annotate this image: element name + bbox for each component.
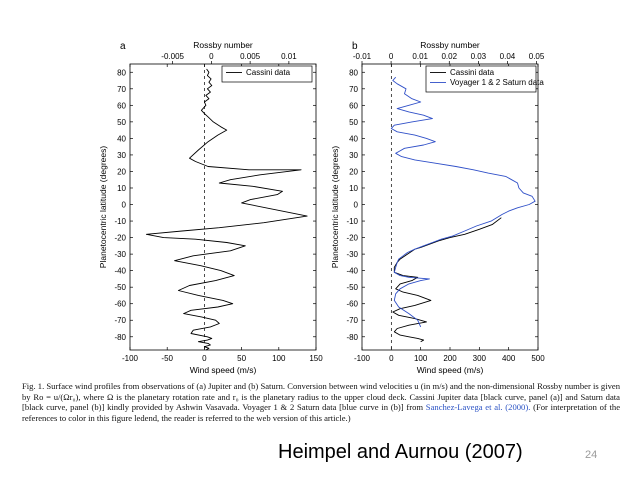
y-tick-label: -10: [346, 217, 358, 226]
top-axis-label: Rossby number: [193, 40, 253, 50]
y-tick-label: 40: [349, 134, 358, 143]
top-axis-label: Rossby number: [420, 40, 480, 50]
y-tick-label: -20: [346, 234, 358, 243]
x-tick-label: 100: [414, 354, 428, 363]
y-tick-label: -70: [346, 316, 358, 325]
y-tick-label: 70: [117, 85, 126, 94]
caption-main: Fig. 1. Surface wind profiles from obser…: [22, 381, 620, 413]
y-tick-label: 0: [122, 201, 127, 210]
citation-credit: Heimpel and Aurnou (2007): [278, 441, 523, 463]
series-line-1: [392, 217, 502, 343]
top-tick-label: 0.005: [240, 52, 261, 61]
y-tick-label: 0: [354, 201, 359, 210]
y-tick-label: 50: [117, 118, 126, 127]
y-tick-label: 40: [117, 134, 126, 143]
caption-reference-link[interactable]: Sanchez-Lavega et al. (2000).: [425, 402, 531, 413]
y-tick-label: -20: [114, 234, 126, 243]
top-tick-label: -0.01: [353, 52, 372, 61]
top-tick-label: 0.01: [281, 52, 297, 61]
y-tick-label: 20: [349, 167, 358, 176]
x-tick-label: 0: [389, 354, 394, 363]
y-tick-label: -80: [346, 333, 358, 342]
legend-entry: Voyager 1 & 2 Saturn data: [450, 78, 544, 87]
y-tick-label: -40: [346, 267, 358, 276]
x-tick-label: -100: [122, 354, 139, 363]
y-tick-label: 30: [349, 151, 358, 160]
y-tick-label: -40: [114, 267, 126, 276]
y-tick-label: 60: [117, 101, 126, 110]
y-axis-label: Planetocentric latitude (degrees): [330, 146, 340, 269]
x-axis-label: Wind speed (m/s): [190, 365, 257, 375]
y-tick-label: 80: [349, 68, 358, 77]
y-tick-label: 20: [117, 167, 126, 176]
top-tick-label: 0: [209, 52, 214, 61]
panel-label: a: [120, 41, 126, 52]
x-tick-label: 50: [237, 354, 246, 363]
legend: Cassini data: [221, 65, 313, 83]
plot-frame: [129, 63, 317, 351]
y-tick-label: -50: [114, 283, 126, 292]
y-axis-label: Planetocentric latitude (degrees): [98, 146, 108, 269]
x-tick-label: -50: [161, 354, 173, 363]
series-line-1: [145, 68, 308, 351]
x-tick-label: 150: [309, 354, 323, 363]
slide-number: 24: [585, 449, 598, 461]
y-tick-label: -30: [114, 250, 126, 259]
top-tick-label: -0.005: [161, 52, 184, 61]
series-line-2: [390, 76, 536, 328]
panel-label: b: [352, 41, 358, 52]
x-tick-label: 500: [531, 354, 545, 363]
y-tick-label: 80: [117, 68, 126, 77]
top-tick-label: 0.02: [441, 52, 457, 61]
legend-entry: Cassini data: [450, 68, 495, 77]
y-tick-label: -60: [114, 300, 126, 309]
top-tick-label: 0.03: [471, 52, 487, 61]
y-tick-label: 10: [349, 184, 358, 193]
chart-panel-b: -100 0 100 200 300 400 500-0.01 0 0.01 0.02 0.03 0.…: [330, 40, 545, 375]
legend-box: [425, 65, 537, 93]
x-tick-label: 100: [272, 354, 286, 363]
top-tick-label: 0.04: [500, 52, 516, 61]
figure-caption: Fig. 1. Surface wind profiles from obser…: [22, 381, 620, 423]
y-tick-label: 30: [117, 151, 126, 160]
figure: -100 -50 0 50 100 150-0.005 0 0.005 0.01-80-70-6…: [98, 40, 545, 375]
x-tick-label: 0: [202, 354, 207, 363]
x-tick-label: 300: [473, 354, 487, 363]
legend-entry: Cassini data: [246, 68, 291, 77]
x-tick-label: -100: [354, 354, 371, 363]
chart-panel-a: -100 -50 0 50 100 150-0.005 0 0.005 0.01-80-70-6…: [98, 40, 323, 375]
plot-frame: [361, 63, 539, 351]
y-tick-label: 50: [349, 118, 358, 127]
y-tick-label: -30: [346, 250, 358, 259]
x-tick-label: 200: [443, 354, 457, 363]
top-tick-label: 0.01: [412, 52, 428, 61]
top-tick-label: 0: [389, 52, 394, 61]
y-tick-label: -50: [346, 283, 358, 292]
y-tick-label: -70: [114, 316, 126, 325]
y-tick-label: 60: [349, 101, 358, 110]
y-tick-label: 10: [117, 184, 126, 193]
x-axis-label: Wind speed (m/s): [417, 365, 484, 375]
y-tick-label: -80: [114, 333, 126, 342]
y-tick-label: 70: [349, 85, 358, 94]
x-tick-label: 400: [502, 354, 516, 363]
top-tick-label: 0.05: [529, 52, 545, 61]
y-tick-label: -60: [346, 300, 358, 309]
y-tick-label: -10: [114, 217, 126, 226]
legend-box: [221, 65, 313, 83]
caption-end: (For interpretation of the references to…: [22, 402, 621, 423]
